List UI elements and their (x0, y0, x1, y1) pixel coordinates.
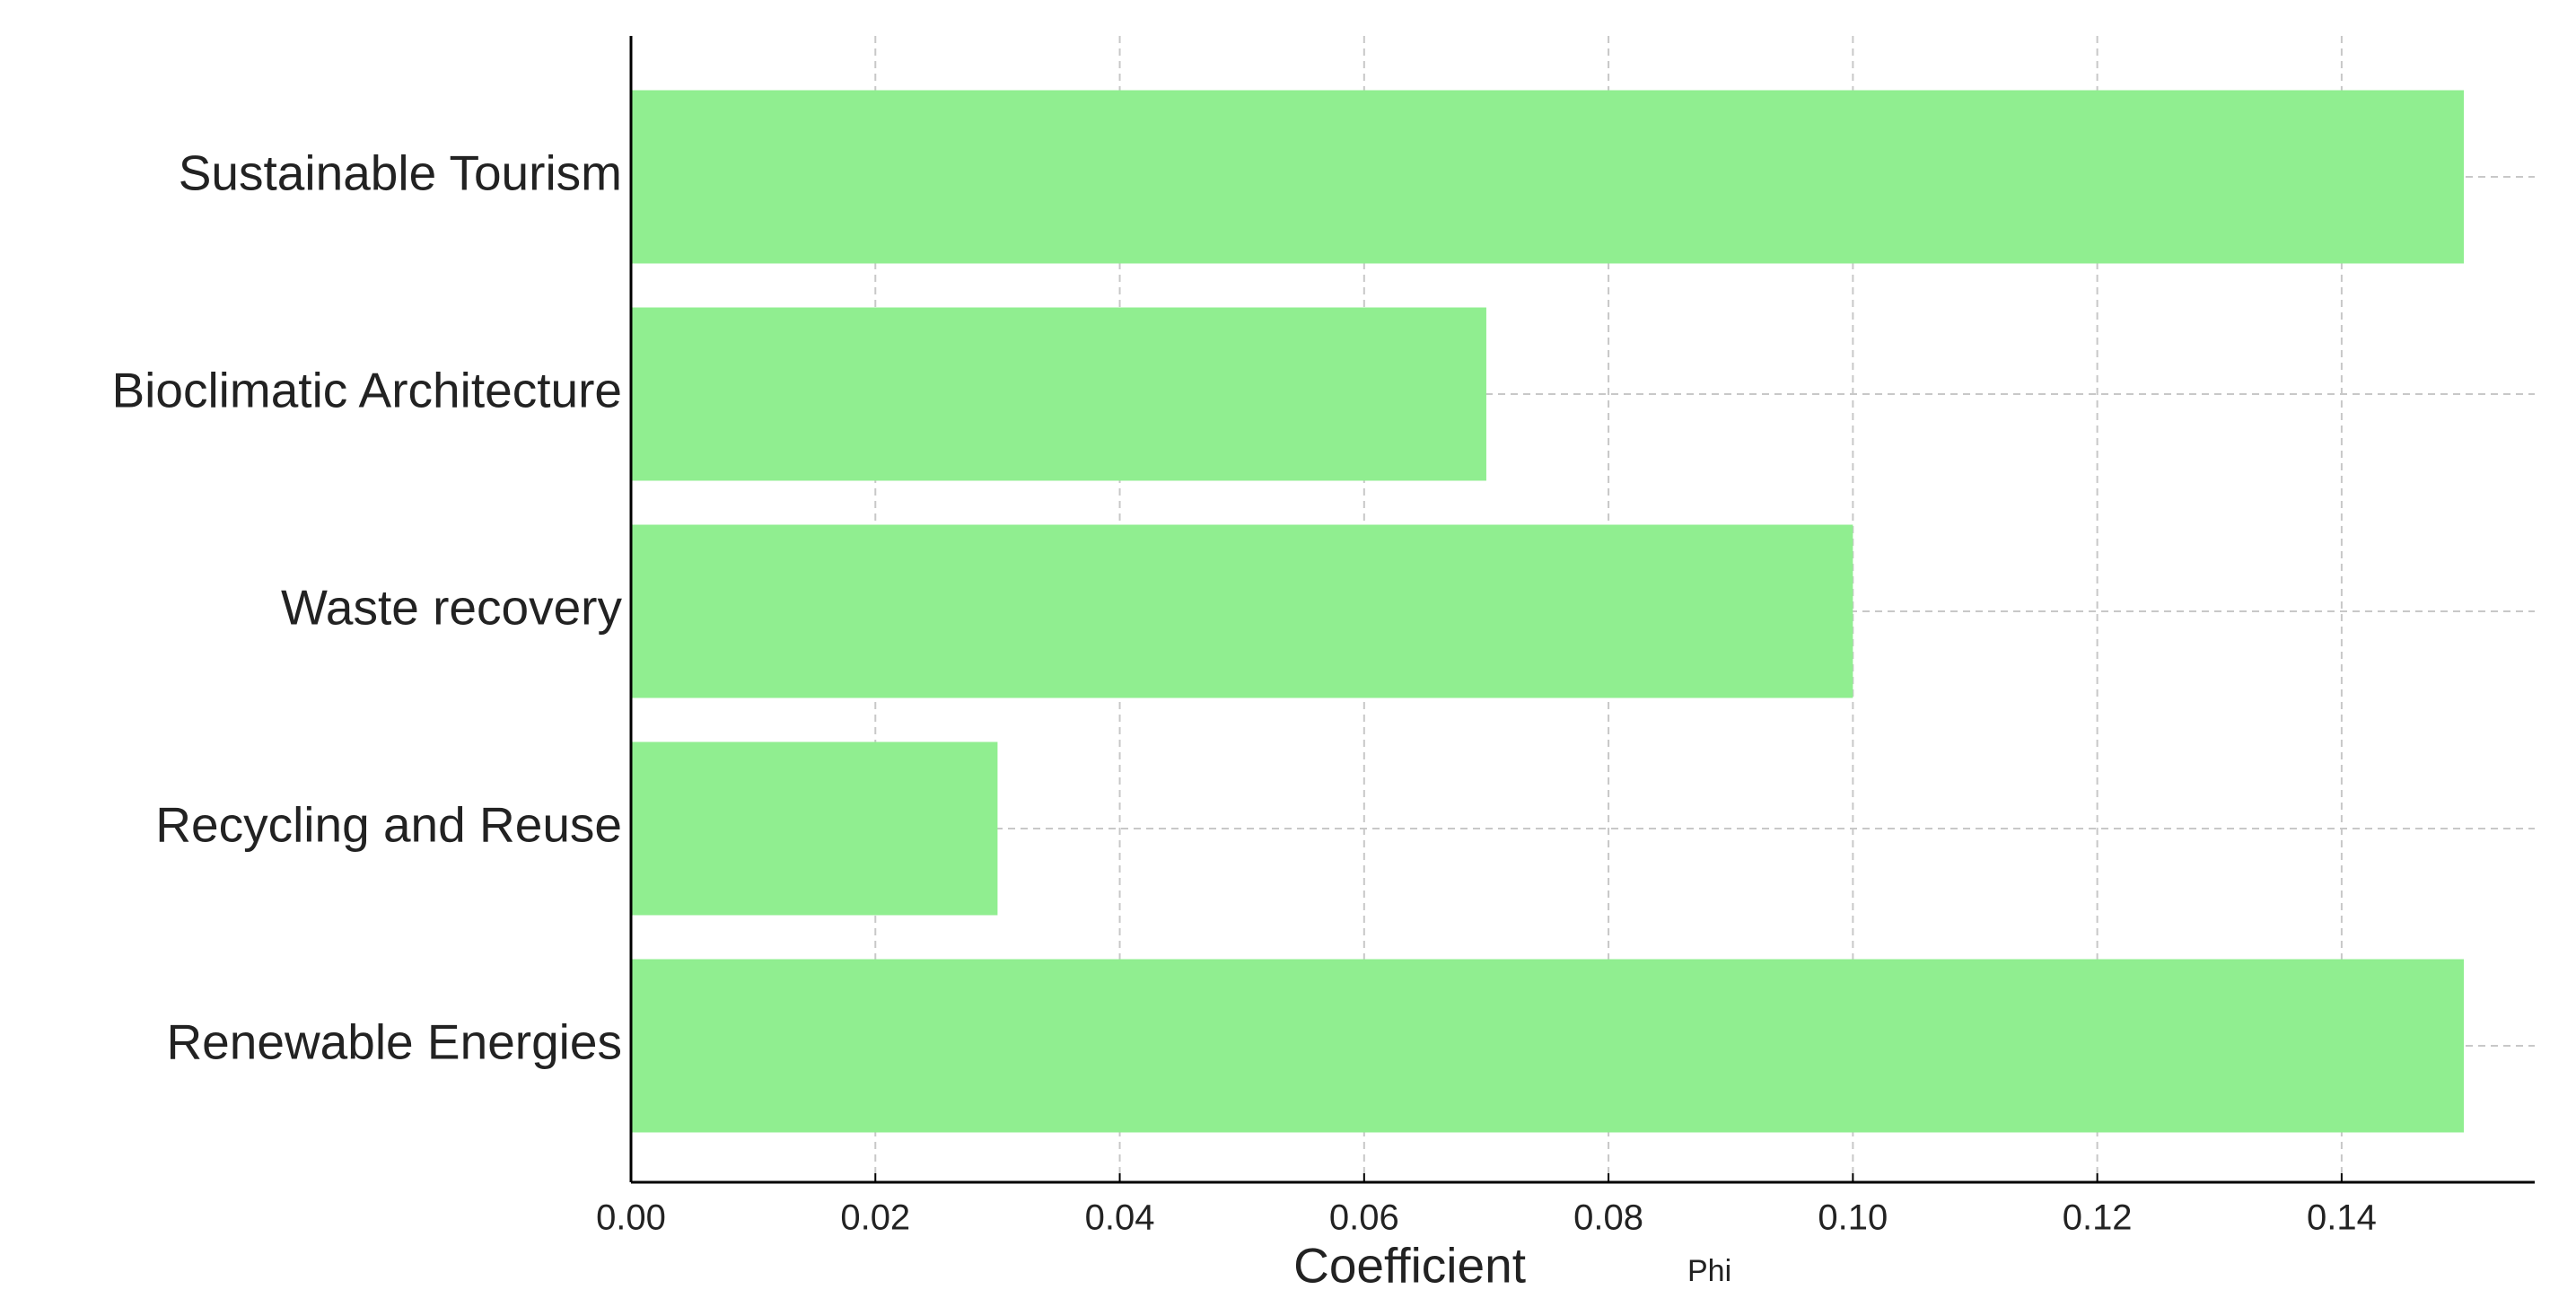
x-tick-label: 0.02 (840, 1198, 910, 1238)
y-tick-label: Bioclimatic Architecture (111, 363, 622, 418)
x-tick-label: 0.04 (1085, 1198, 1155, 1238)
x-axis-label: Coefficient (1293, 1238, 1526, 1294)
y-tick-label: Waste recovery (281, 580, 623, 636)
y-tick-label: Renewable Energies (166, 1014, 622, 1070)
x-tick-label: 0.10 (1818, 1198, 1888, 1238)
bar (631, 959, 2465, 1133)
x-tick-label: 0.08 (1573, 1198, 1643, 1238)
bar (631, 524, 1853, 698)
bar (631, 90, 2465, 264)
y-tick-label: Recycling and Reuse (155, 797, 622, 853)
x-tick-label: 0.14 (2307, 1198, 2377, 1238)
bar (631, 307, 1486, 481)
x-tick-label: 0.06 (1329, 1198, 1399, 1238)
bar (631, 741, 998, 916)
x-tick-label: 0.00 (596, 1198, 666, 1238)
x-axis-label-note: Phi (1687, 1254, 1731, 1288)
y-tick-label: Sustainable Tourism (179, 145, 622, 201)
x-tick-label: 0.12 (2063, 1198, 2133, 1238)
